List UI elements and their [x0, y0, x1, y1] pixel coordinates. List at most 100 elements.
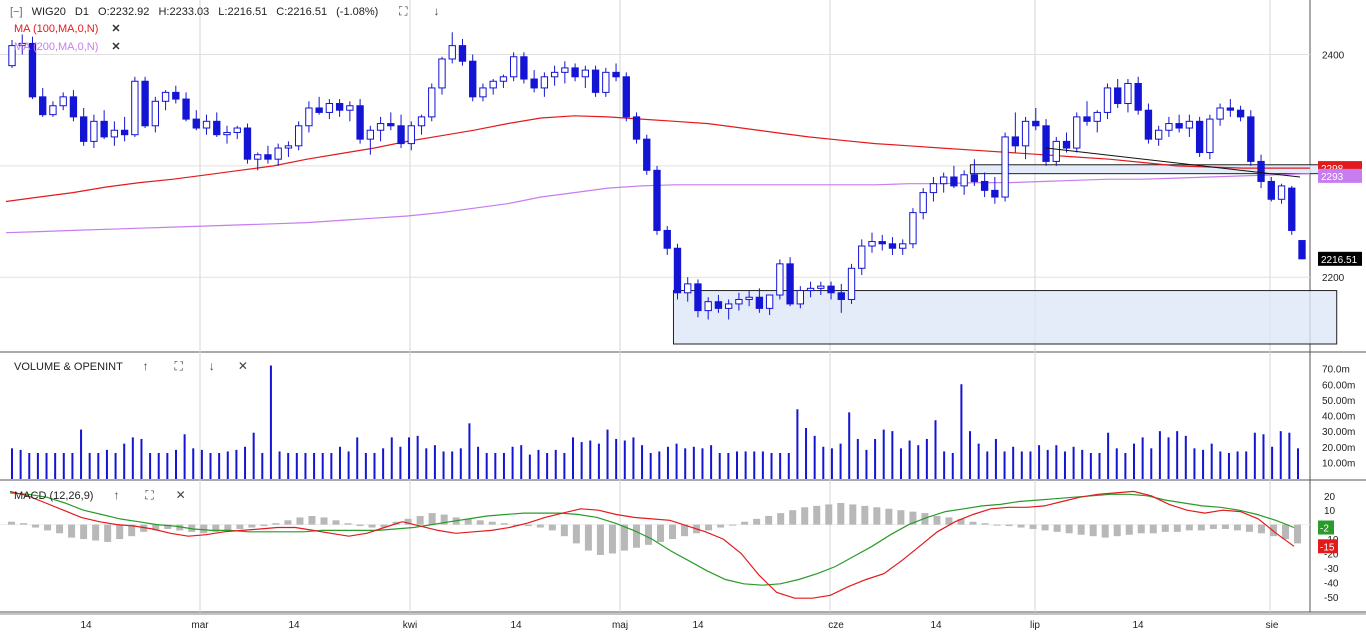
candle-body[interactable]: [561, 67, 569, 73]
candle-body[interactable]: [8, 45, 16, 67]
candle-body[interactable]: [673, 247, 682, 294]
candle-body[interactable]: [509, 56, 518, 78]
maximize-icon[interactable]: ⛶: [174, 359, 183, 373]
candle-body[interactable]: [1154, 129, 1163, 140]
candle-body[interactable]: [714, 301, 723, 309]
candle-body[interactable]: [602, 71, 610, 93]
collapse-panel-button[interactable]: [−]: [10, 6, 23, 18]
candle-body[interactable]: [182, 98, 190, 120]
candle-body[interactable]: [837, 292, 845, 300]
candle-body[interactable]: [694, 283, 702, 312]
candle-body[interactable]: [612, 71, 620, 78]
candle-body[interactable]: [397, 125, 405, 145]
candle-body[interactable]: [100, 120, 108, 138]
candle-body[interactable]: [827, 285, 835, 294]
candle-body[interactable]: [765, 294, 774, 309]
candle-body[interactable]: [1206, 118, 1214, 154]
close-icon[interactable]: ✕: [237, 359, 248, 373]
candle-body[interactable]: [1267, 180, 1275, 200]
candle-body[interactable]: [28, 42, 37, 98]
candle-body[interactable]: [1083, 116, 1091, 122]
candle-body[interactable]: [1298, 240, 1306, 260]
candle-body[interactable]: [325, 103, 334, 113]
candle-body[interactable]: [704, 301, 712, 312]
candle-body[interactable]: [858, 245, 866, 269]
close-icon[interactable]: ✕: [175, 488, 186, 502]
candle-body[interactable]: [786, 263, 794, 305]
candle-body[interactable]: [1144, 109, 1153, 140]
candle-body[interactable]: [141, 80, 149, 127]
candle-body[interactable]: [888, 243, 897, 249]
candle-body[interactable]: [356, 105, 364, 140]
candle-body[interactable]: [1288, 187, 1296, 231]
candle-body[interactable]: [622, 76, 630, 118]
candle-body[interactable]: [530, 78, 538, 89]
candle-body[interactable]: [919, 192, 927, 214]
candle-body[interactable]: [980, 180, 989, 191]
candle-body[interactable]: [929, 183, 938, 194]
candle-body[interactable]: [1073, 116, 1081, 149]
candle-body[interactable]: [1032, 120, 1040, 127]
candle-body[interactable]: [868, 241, 876, 247]
candle-body[interactable]: [1134, 82, 1142, 111]
candle-body[interactable]: [387, 123, 395, 127]
candle-body[interactable]: [1011, 136, 1020, 147]
candle-body[interactable]: [1165, 123, 1173, 131]
candle-body[interactable]: [366, 129, 375, 140]
candle-body[interactable]: [991, 189, 999, 198]
candle-body[interactable]: [469, 60, 477, 98]
candle-body[interactable]: [776, 263, 784, 296]
support-zone[interactable]: [672, 290, 1338, 345]
candle-body[interactable]: [591, 69, 600, 93]
candle-body[interactable]: [223, 131, 231, 136]
candle-body[interactable]: [847, 267, 856, 300]
candle-body[interactable]: [878, 241, 886, 245]
candle-body[interactable]: [438, 58, 446, 89]
arrow-up-icon[interactable]: ↑: [142, 359, 149, 373]
candle-body[interactable]: [294, 125, 303, 147]
candle-body[interactable]: [1277, 185, 1286, 200]
candle-body[interactable]: [274, 147, 282, 160]
candle-body[interactable]: [59, 96, 67, 107]
candle-body[interactable]: [1103, 87, 1112, 113]
candle-body[interactable]: [571, 67, 579, 78]
maximize-icon[interactable]: ⛶: [399, 4, 408, 18]
candle-body[interactable]: [1257, 160, 1265, 182]
candle-body[interactable]: [960, 174, 968, 187]
candle-body[interactable]: [581, 69, 590, 78]
trendline[interactable]: [1045, 147, 1301, 178]
candle-body[interactable]: [479, 87, 487, 98]
candle-body[interactable]: [18, 42, 26, 47]
candle-body[interactable]: [39, 96, 47, 116]
candle-body[interactable]: [1052, 140, 1060, 162]
candle-body[interactable]: [520, 56, 528, 80]
candle-body[interactable]: [755, 296, 764, 309]
candle-body[interactable]: [79, 116, 88, 142]
candle-body[interactable]: [305, 107, 313, 127]
candle-body[interactable]: [172, 91, 180, 100]
candle-body[interactable]: [428, 87, 436, 118]
candle-body[interactable]: [909, 212, 917, 245]
candle-body[interactable]: [213, 120, 221, 136]
candle-body[interactable]: [1216, 107, 1224, 120]
candle-body[interactable]: [796, 290, 805, 305]
candle-body[interactable]: [407, 125, 415, 145]
candle-body[interactable]: [233, 127, 241, 133]
candle-body[interactable]: [970, 174, 979, 182]
candle-body[interactable]: [254, 154, 262, 160]
candle-body[interactable]: [192, 118, 200, 129]
candle-body[interactable]: [499, 76, 508, 82]
candle-body[interactable]: [632, 116, 641, 140]
arrow-down-icon[interactable]: ↓: [208, 359, 215, 373]
candle-body[interactable]: [1185, 120, 1194, 129]
candle-body[interactable]: [1001, 136, 1009, 198]
candle-body[interactable]: [417, 116, 426, 127]
candle-body[interactable]: [1175, 123, 1183, 129]
candle-body[interactable]: [120, 129, 129, 136]
candle-body[interactable]: [540, 76, 549, 89]
candle-body[interactable]: [724, 303, 733, 309]
candle-body[interactable]: [1236, 109, 1245, 118]
candle-body[interactable]: [335, 103, 344, 111]
candle-body[interactable]: [684, 283, 692, 294]
